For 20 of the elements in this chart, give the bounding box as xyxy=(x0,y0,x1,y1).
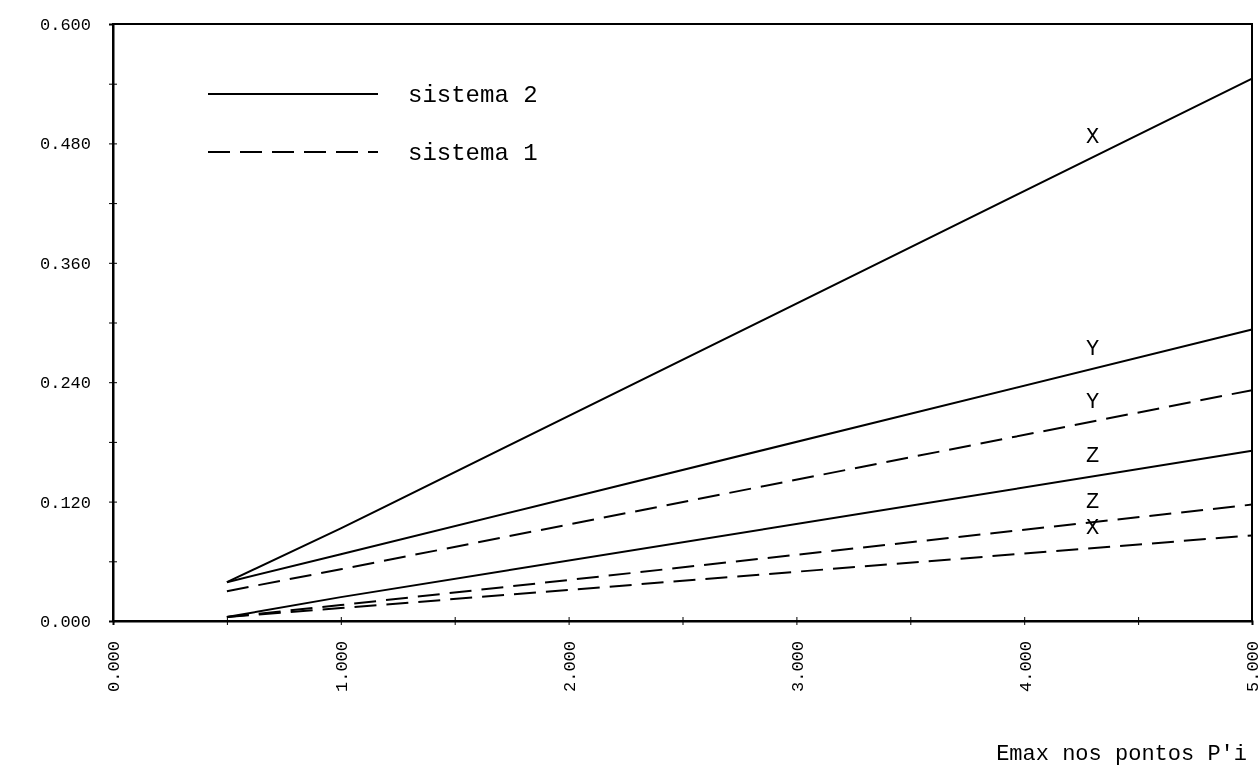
x-tick-label: 2.000 xyxy=(561,641,581,693)
x-axis-title: Emax nos pontos P'i xyxy=(996,742,1247,767)
series-label: X xyxy=(1085,125,1100,151)
y-tick-label: 0.360 xyxy=(39,254,91,274)
series-label: Y xyxy=(1085,389,1100,415)
annotation: sistema 2 xyxy=(408,82,538,110)
series-label: Y xyxy=(1085,336,1100,362)
series-label: Z xyxy=(1085,444,1100,470)
x-tick-label: 0.000 xyxy=(105,641,125,693)
x-tick-label: 5.000 xyxy=(1244,641,1259,693)
y-tick-label: 0.000 xyxy=(39,612,91,632)
y-tick-label: 0.480 xyxy=(39,135,91,155)
y-tick-label: 0.600 xyxy=(39,15,91,35)
x-tick-label: 1.000 xyxy=(333,641,353,693)
annotation: sistema 1 xyxy=(408,140,538,168)
x-tick-label: 4.000 xyxy=(1016,641,1036,693)
y-tick-label: 0.120 xyxy=(39,493,91,513)
series-label: Z xyxy=(1085,490,1100,516)
x-tick-label: 3.000 xyxy=(788,641,808,693)
y-tick-label: 0.240 xyxy=(39,374,91,394)
